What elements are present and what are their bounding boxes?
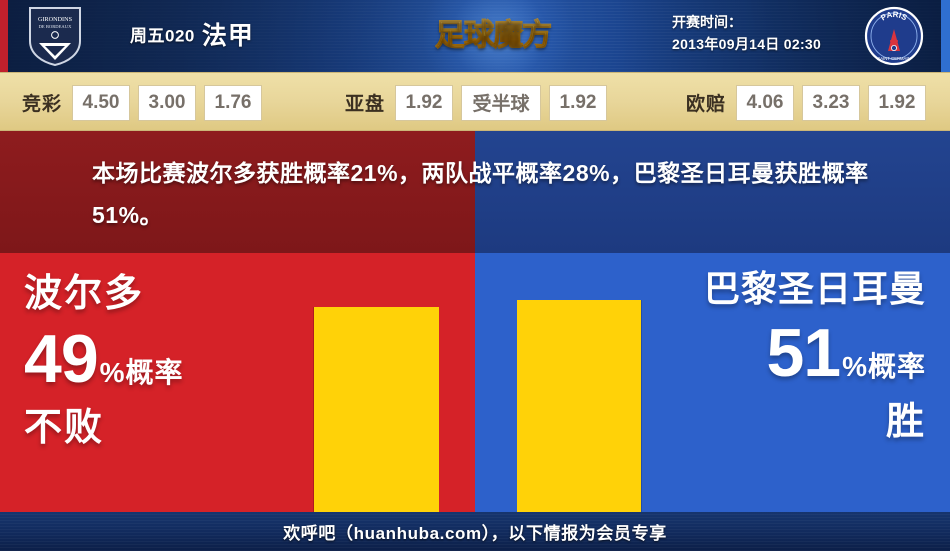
home-probability-suffix: %概率 xyxy=(99,357,184,388)
away-outcome-label: 胜 xyxy=(885,401,926,443)
match-header: GIRONDINS DE BORDEAUX 周五020 法甲 足球魔方 开赛时间：… xyxy=(0,0,950,72)
odds-cell-handicap-line[interactable]: 受半球 xyxy=(461,84,542,121)
summary-band-home-half xyxy=(0,131,475,253)
summary-band-away-half xyxy=(475,131,950,253)
odds-cell-handicap-away[interactable]: 1.92 xyxy=(549,84,608,121)
match-title: 周五020 法甲 xyxy=(130,16,254,52)
away-team-crest-icon: PARIS SAINT-GERMAIN xyxy=(864,6,924,66)
match-league: 法甲 xyxy=(201,22,254,50)
odds-cell-euro-home[interactable]: 4.06 xyxy=(736,84,795,121)
away-team-name: 巴黎圣日耳曼 xyxy=(703,268,926,309)
kickoff-time: 2013年09月14日 02:30 xyxy=(672,35,822,52)
home-crest-line1: GIRONDINS xyxy=(38,16,73,23)
brand-name: 足球魔方 xyxy=(435,14,555,58)
brand-logo: 足球魔方 xyxy=(435,14,555,58)
odds-cell-euro-draw[interactable]: 3.23 xyxy=(802,84,861,121)
odds-group-asian-handicap: 亚盘 1.92 受半球 1.92 xyxy=(345,73,615,132)
home-team-stats: 波尔多 49%概率 不败 xyxy=(24,275,184,447)
home-team-name: 波尔多 xyxy=(24,273,145,315)
footer-banner: 欢呼吧（huanhuba.com），以下情报为会员专享 xyxy=(0,512,950,551)
summary-text: 本场比赛波尔多获胜概率21%，两队战平概率28%，巴黎圣日耳曼获胜概率51%。 xyxy=(92,160,869,228)
header-right-stripe xyxy=(941,0,950,72)
match-round: 周五020 xyxy=(130,26,195,46)
odds-cell-draw[interactable]: 3.00 xyxy=(138,84,197,121)
odds-cell-handicap-home[interactable]: 1.92 xyxy=(395,84,454,121)
odds-cell-euro-away[interactable]: 1.92 xyxy=(868,84,927,121)
away-probability-suffix: %概率 xyxy=(842,351,926,382)
svg-text:PARIS: PARIS xyxy=(879,10,909,23)
odds-group-jingcai: 竞彩 4.50 3.00 1.76 xyxy=(22,73,270,132)
away-probability-bar xyxy=(517,300,641,512)
odds-group-title: 欧赔 xyxy=(686,94,727,115)
header-left-stripe xyxy=(0,0,8,72)
home-probability-line: 49%概率 xyxy=(24,325,184,393)
home-probability-value: 49 xyxy=(24,321,99,397)
home-crest-line2: DE BORDEAUX xyxy=(39,24,72,29)
away-probability-value: 51 xyxy=(766,315,841,391)
odds-group-european: 欧赔 4.06 3.23 1.92 xyxy=(686,73,934,132)
odds-cell-away-win[interactable]: 1.76 xyxy=(204,84,263,121)
odds-group-title: 亚盘 xyxy=(345,94,386,115)
odds-cell-home-win[interactable]: 4.50 xyxy=(72,84,131,121)
home-outcome-label: 不败 xyxy=(24,407,105,449)
away-crest-bottom-text: SAINT-GERMAIN xyxy=(877,56,910,61)
home-team-crest-icon: GIRONDINS DE BORDEAUX xyxy=(29,7,81,67)
away-team-stats: 巴黎圣日耳曼 51%概率 胜 xyxy=(703,268,926,443)
probability-panels: 波尔多 49%概率 不败 巴黎圣日耳曼 51%概率 胜 xyxy=(0,253,950,512)
home-probability-bar xyxy=(314,307,439,512)
kickoff-info: 开赛时间： 2013年09月14日 02:30 xyxy=(672,12,821,55)
footer-text: 欢呼吧（huanhuba.com），以下情报为会员专享 xyxy=(283,524,667,543)
summary-band: 本场比赛波尔多获胜概率21%，两队战平概率28%，巴黎圣日耳曼获胜概率51%。 xyxy=(0,131,950,253)
kickoff-label: 开赛时间： xyxy=(672,14,742,30)
odds-group-title: 竞彩 xyxy=(22,94,63,115)
away-probability-line: 51%概率 xyxy=(704,319,926,387)
away-crest-top-text: PARIS xyxy=(879,10,909,23)
odds-bar: 竞彩 4.50 3.00 1.76 亚盘 1.92 受半球 1.92 欧赔 4.… xyxy=(0,72,950,131)
